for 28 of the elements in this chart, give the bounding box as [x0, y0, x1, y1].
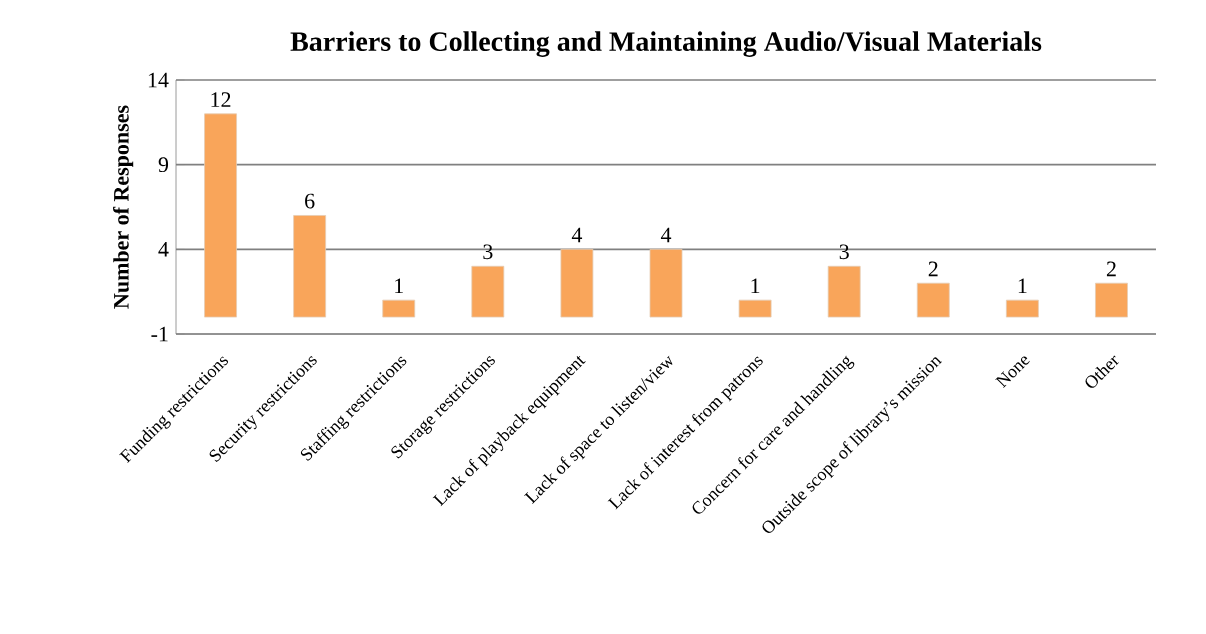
bar: [916, 282, 950, 318]
data-label: 6: [305, 193, 315, 209]
data-label: 3: [483, 244, 493, 260]
y-tick-label: 4: [158, 242, 169, 257]
y-tick-label: 9: [158, 157, 169, 173]
bar: [560, 248, 594, 318]
data-label: 12: [211, 92, 231, 107]
y-axis-title: Number of Responses: [113, 105, 134, 309]
data-label: 2: [1106, 261, 1116, 277]
bar: [1005, 299, 1039, 318]
bar: [1095, 282, 1128, 318]
bar: [204, 113, 237, 318]
bar: [649, 248, 683, 318]
bar: [738, 299, 772, 318]
data-label: 1: [395, 278, 403, 294]
data-label: 4: [660, 227, 672, 243]
data-label: 3: [839, 244, 849, 260]
data-label: 1: [751, 278, 760, 294]
bar: [827, 265, 861, 318]
data-label: 2: [928, 261, 938, 277]
bar: [471, 265, 505, 318]
data-label: 4: [571, 227, 583, 243]
chart-title: Barriers to Collecting and Maintaining Audio/Visual Materials: [290, 31, 1042, 57]
y-tick-label: -1: [151, 326, 168, 342]
y-tick-label: 14: [148, 72, 169, 88]
data-label: 1: [1018, 278, 1027, 294]
bar: [382, 299, 416, 318]
bar: [293, 215, 327, 318]
